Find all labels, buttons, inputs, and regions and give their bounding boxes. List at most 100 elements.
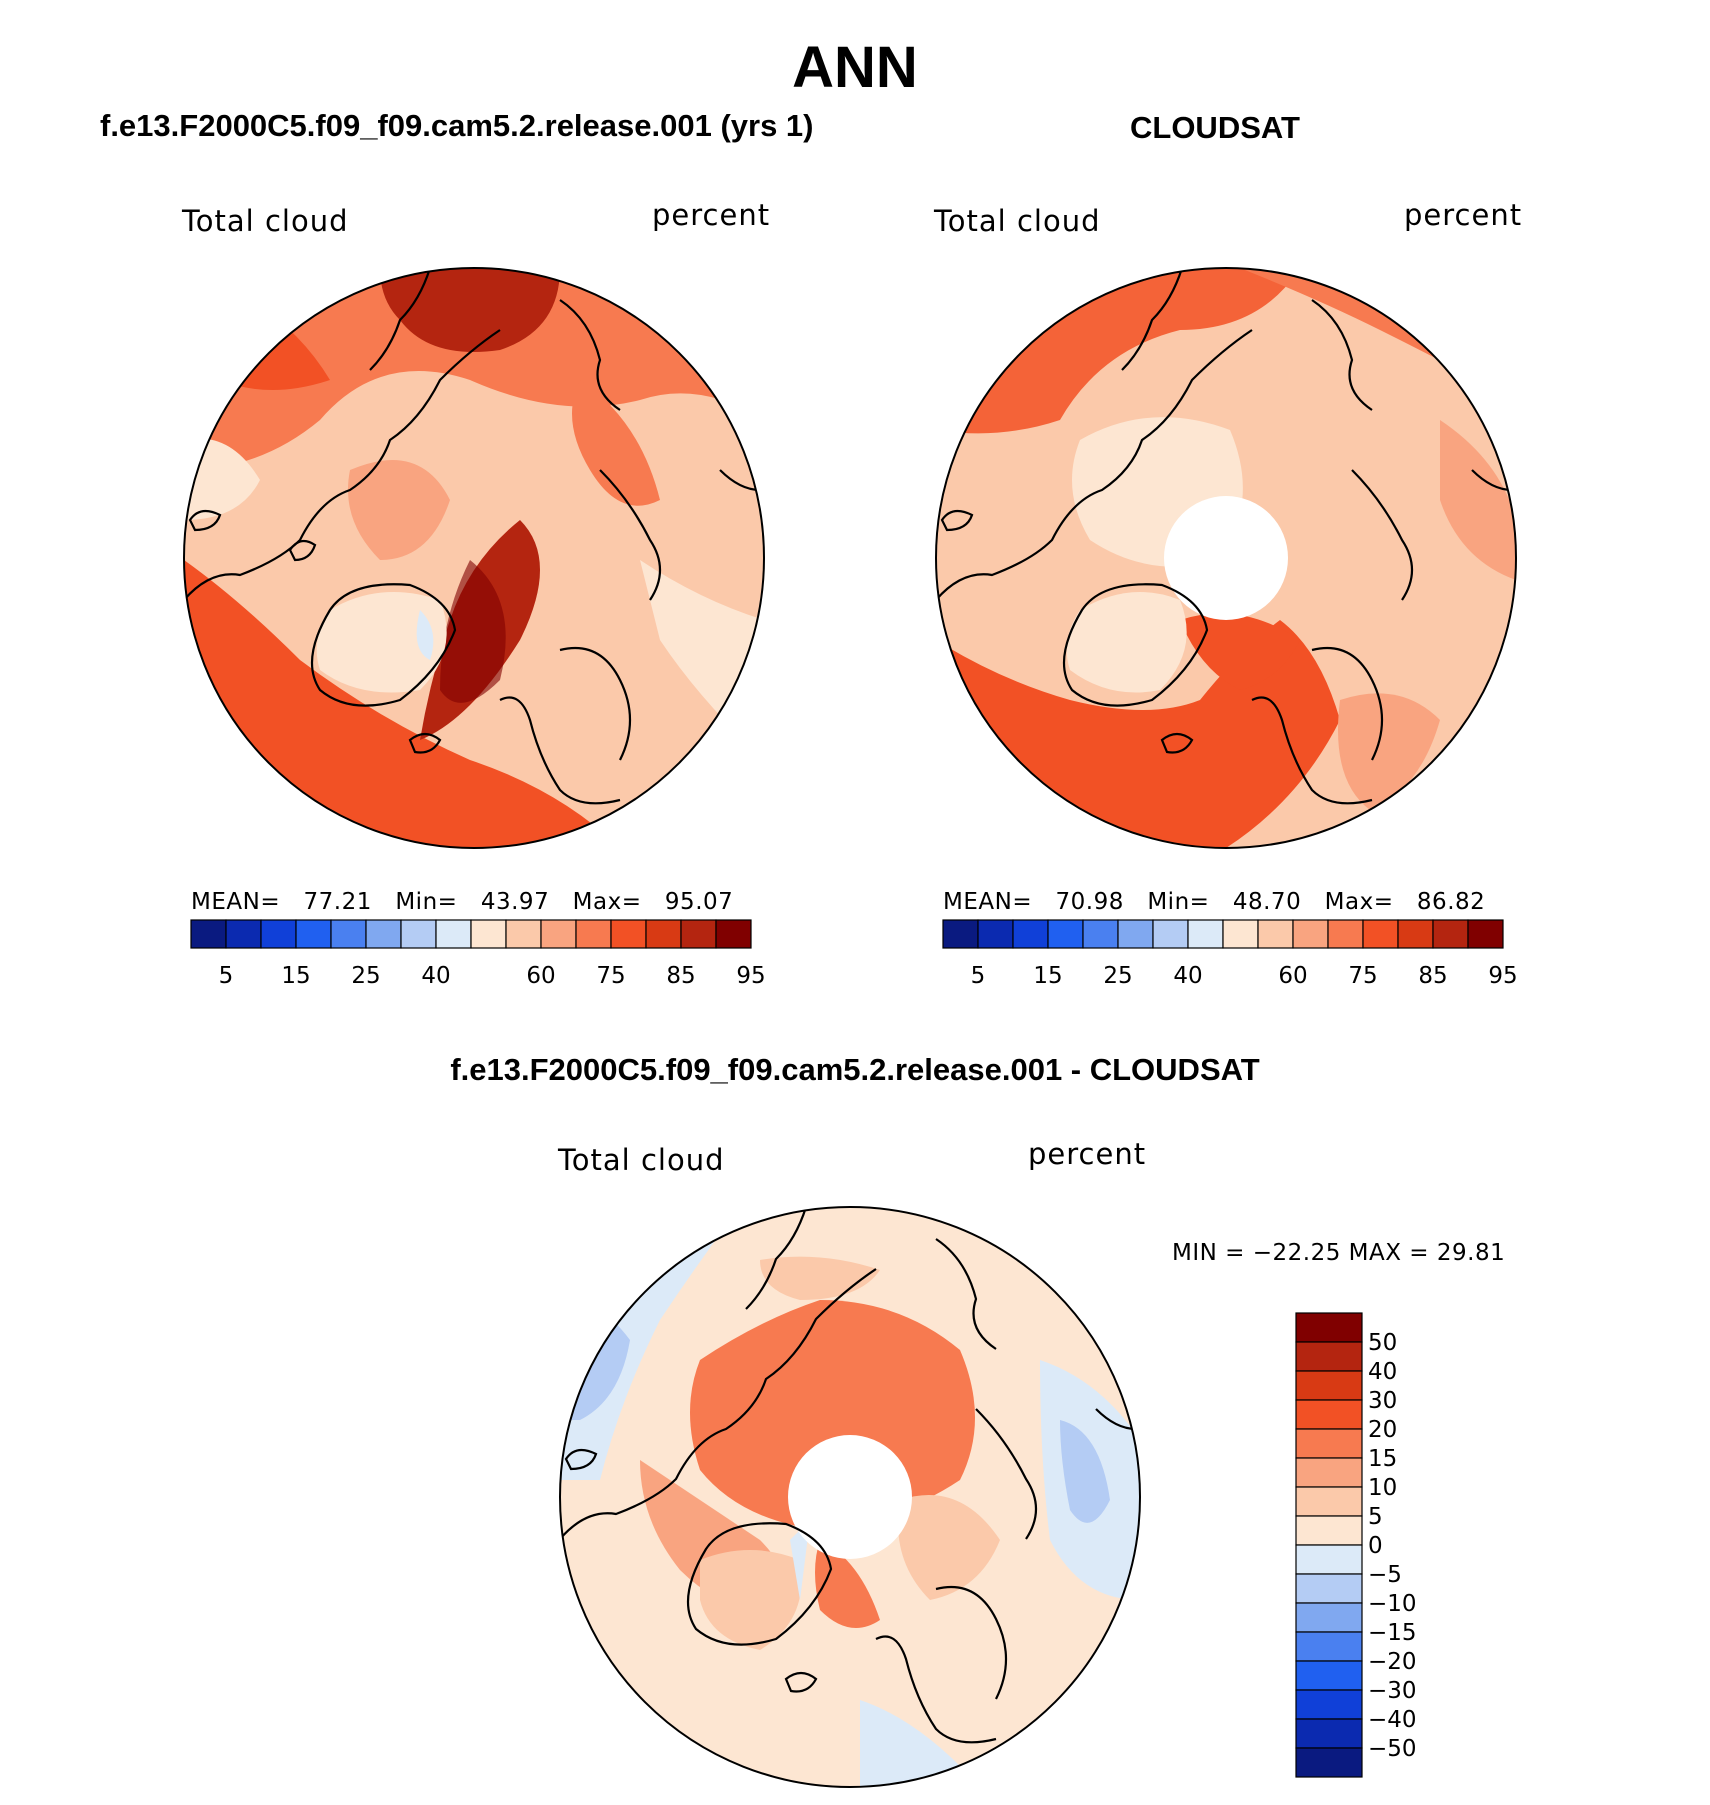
model-max-value: 95.07 bbox=[664, 889, 734, 915]
obs-stats: MEAN= 70.98 Min= 48.70 Max= 86.82 bbox=[943, 889, 1485, 915]
model-min-value: 43.97 bbox=[480, 889, 550, 915]
model-colorbar-box bbox=[435, 919, 472, 949]
model-colorbar-tick-label: 5 bbox=[219, 963, 234, 989]
obs-colorbar-box bbox=[1467, 919, 1504, 949]
obs-colorbar-box bbox=[1397, 919, 1434, 949]
diff-colorbar-tick-label: 50 bbox=[1368, 1330, 1397, 1356]
model-panel-title: f.e13.F2000C5.f09_f09.cam5.2.release.001… bbox=[100, 108, 814, 143]
model-colorbar-box bbox=[610, 919, 647, 949]
model-map-border bbox=[183, 267, 765, 849]
obs-colorbar-tick-label: 15 bbox=[1033, 963, 1062, 989]
obs-colorbar-tick-label: 75 bbox=[1348, 963, 1377, 989]
model-colorbar-tick-label: 85 bbox=[666, 963, 695, 989]
obs-colorbar-box bbox=[942, 919, 979, 949]
diff-colorbar-box bbox=[1295, 1428, 1363, 1459]
obs-variable-label: Total cloud bbox=[934, 204, 1101, 238]
model-mean-label: MEAN= bbox=[191, 889, 281, 915]
obs-colorbar-box bbox=[1327, 919, 1364, 949]
obs-map-border bbox=[935, 267, 1517, 849]
diff-colorbar-box bbox=[1295, 1602, 1363, 1633]
diff-colorbar-box bbox=[1295, 1660, 1363, 1691]
diff-colorbar-tick-label: 5 bbox=[1368, 1504, 1383, 1530]
diff-colorbar-box bbox=[1295, 1689, 1363, 1720]
diff-colorbar-tick-label: 30 bbox=[1368, 1388, 1397, 1414]
diff-colorbar-tick-label: −40 bbox=[1368, 1707, 1417, 1733]
diff-colorbar-box bbox=[1295, 1486, 1363, 1517]
model-colorbar-box bbox=[575, 919, 612, 949]
obs-colorbar-box bbox=[1292, 919, 1329, 949]
model-min-label: Min= bbox=[395, 889, 458, 915]
obs-colorbar-tick-label: 5 bbox=[971, 963, 986, 989]
model-colorbar-box bbox=[470, 919, 507, 949]
model-map bbox=[183, 267, 765, 849]
diff-colorbar-tick-label: −30 bbox=[1368, 1678, 1417, 1704]
obs-colorbar-box bbox=[1047, 919, 1084, 949]
obs-panel-title: CLOUDSAT bbox=[1130, 110, 1300, 145]
model-colorbar: 5 15 25 40 60 75 85 95 bbox=[190, 919, 766, 989]
diff-colorbar-tick-label: −5 bbox=[1368, 1562, 1402, 1588]
figure-title: ANN bbox=[792, 35, 918, 100]
model-colorbar-box bbox=[190, 919, 227, 949]
obs-colorbar-tick-label: 25 bbox=[1103, 963, 1132, 989]
obs-colorbar-box bbox=[1257, 919, 1294, 949]
model-colorbar-box bbox=[715, 919, 752, 949]
diff-colorbar-box bbox=[1295, 1341, 1363, 1372]
diff-panel-title: f.e13.F2000C5.f09_f09.cam5.2.release.001… bbox=[450, 1052, 1260, 1087]
diff-colorbar-tick-label: −15 bbox=[1368, 1620, 1417, 1646]
diff-colorbar-tick-label: −10 bbox=[1368, 1591, 1417, 1617]
model-colorbar-tick-label: 40 bbox=[421, 963, 450, 989]
obs-polar-gap bbox=[1164, 496, 1288, 620]
obs-colorbar-tick-label: 85 bbox=[1418, 963, 1447, 989]
diff-polar-gap bbox=[788, 1435, 912, 1559]
model-colorbar-tick-label: 75 bbox=[596, 963, 625, 989]
obs-units-label: percent bbox=[1404, 198, 1523, 232]
obs-colorbar-box bbox=[1187, 919, 1224, 949]
obs-colorbar-box bbox=[1152, 919, 1189, 949]
obs-mean-label: MEAN= bbox=[943, 889, 1033, 915]
diff-colorbar-tick-label: 10 bbox=[1368, 1475, 1397, 1501]
obs-colorbar-box bbox=[977, 919, 1014, 949]
diff-colorbar-tick-label: 20 bbox=[1368, 1417, 1397, 1443]
obs-colorbar-tick-label: 40 bbox=[1173, 963, 1202, 989]
model-colorbar-box bbox=[365, 919, 402, 949]
obs-colorbar-box bbox=[1012, 919, 1049, 949]
obs-mean-value: 70.98 bbox=[1055, 889, 1124, 915]
obs-colorbar-box bbox=[1362, 919, 1399, 949]
obs-colorbar: 5 15 25 40 60 75 85 95 bbox=[942, 919, 1518, 989]
model-mean-value: 77.21 bbox=[303, 889, 372, 915]
obs-colorbar-box bbox=[1432, 919, 1469, 949]
diff-colorbar-box bbox=[1295, 1631, 1363, 1662]
diff-colorbar-box bbox=[1295, 1515, 1363, 1546]
obs-max-value: 86.82 bbox=[1416, 889, 1486, 915]
model-colorbar-box bbox=[330, 919, 367, 949]
model-variable-label: Total cloud bbox=[182, 204, 349, 238]
obs-max-label: Max= bbox=[1324, 889, 1394, 915]
diff-map bbox=[559, 1206, 1141, 1788]
diff-colorbar-tick-label: −20 bbox=[1368, 1649, 1417, 1675]
diff-colorbar-box bbox=[1295, 1747, 1363, 1778]
diff-colorbar-box bbox=[1295, 1399, 1363, 1430]
model-max-label: Max= bbox=[572, 889, 642, 915]
obs-colorbar-box bbox=[1117, 919, 1154, 949]
model-colorbar-box bbox=[505, 919, 542, 949]
obs-colorbar-box bbox=[1222, 919, 1259, 949]
model-colorbar-box bbox=[260, 919, 297, 949]
model-colorbar-tick-label: 60 bbox=[526, 963, 555, 989]
model-units-label: percent bbox=[652, 198, 771, 232]
diff-colorbar-box bbox=[1295, 1544, 1363, 1575]
diff-range-text: MIN = −22.25 MAX = 29.81 bbox=[1172, 1240, 1506, 1266]
model-colorbar-box bbox=[680, 919, 717, 949]
diff-colorbar-tick-label: 0 bbox=[1368, 1533, 1383, 1559]
model-colorbar-box bbox=[400, 919, 437, 949]
model-stats: MEAN= 77.21 Min= 43.97 Max= 95.07 bbox=[191, 889, 733, 915]
diff-units-label: percent bbox=[1028, 1137, 1147, 1171]
diff-map-border bbox=[559, 1206, 1141, 1788]
diff-colorbar-box bbox=[1295, 1457, 1363, 1488]
model-colorbar-box bbox=[295, 919, 332, 949]
diff-colorbar-tick-label: −50 bbox=[1368, 1736, 1417, 1762]
diff-colorbar-box bbox=[1295, 1573, 1363, 1604]
model-colorbar-box bbox=[540, 919, 577, 949]
model-colorbar-tick-label: 95 bbox=[736, 963, 765, 989]
